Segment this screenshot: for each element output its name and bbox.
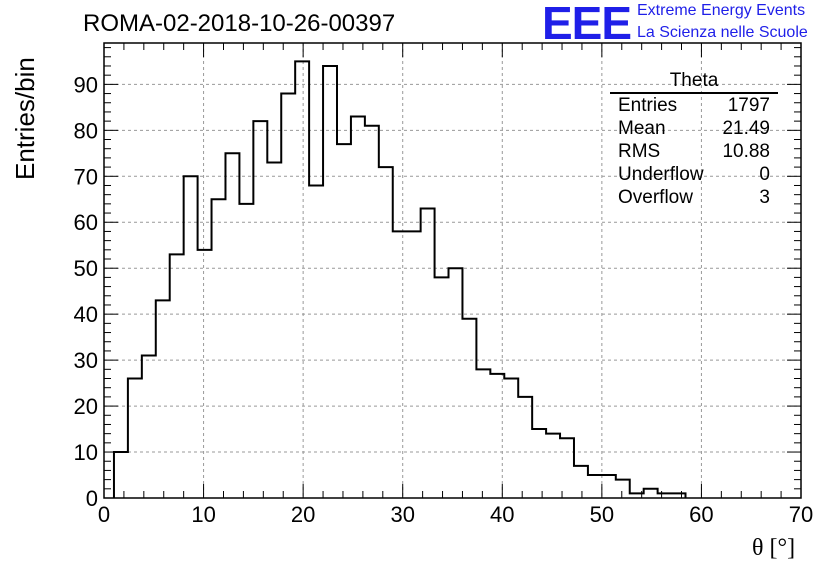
x-tick-label: 10	[191, 502, 215, 527]
y-tick-label: 0	[86, 486, 98, 511]
stats-row: Underflow 0	[610, 163, 778, 186]
x-tick-label: 40	[490, 502, 514, 527]
stats-value: 1797	[727, 95, 770, 116]
y-tick-label: 20	[74, 394, 98, 419]
plot-frame	[103, 42, 802, 499]
stats-value: 21.49	[722, 118, 770, 139]
x-axis-label: θ [°]	[752, 535, 796, 561]
x-tick-label: 30	[390, 502, 414, 527]
y-tick-label: 70	[74, 164, 98, 189]
stats-row: Overflow 3	[610, 186, 778, 209]
stats-row: Mean 21.49	[610, 117, 778, 140]
stats-row: Entries 1797	[610, 94, 778, 117]
y-tick-label: 90	[74, 72, 98, 97]
stats-label: Mean	[618, 118, 666, 139]
stats-label: Overflow	[618, 187, 693, 208]
y-tick-label: 80	[74, 118, 98, 143]
y-tick-label: 60	[74, 210, 98, 235]
stats-label: Entries	[618, 95, 678, 116]
stats-row: RMS 10.88	[610, 140, 778, 163]
y-tick-label: 50	[74, 256, 98, 281]
chart-title: ROMA-02-2018-10-26-00397	[83, 10, 396, 37]
histogram-series	[112, 60, 687, 498]
y-axis-label: Entries/bin	[10, 57, 40, 180]
y-tick-label: 10	[74, 440, 98, 465]
stats-box: Theta Entries 1797 Mean 21.49 RMS 10.88 Und…	[610, 70, 778, 209]
eee-logo: EEE	[542, 0, 632, 49]
y-tick-label: 40	[74, 302, 98, 327]
x-tick-label: 0	[98, 502, 110, 527]
logo-line-2: La Scienza nelle Scuole	[637, 24, 808, 41]
x-tick-label: 20	[291, 502, 315, 527]
stats-label: Underflow	[618, 164, 704, 185]
logo-line-1: Extreme Energy Events	[637, 2, 806, 19]
x-tick-label: 60	[689, 502, 713, 527]
y-tick-label: 30	[74, 348, 98, 373]
x-tick-label: 50	[590, 502, 614, 527]
stats-value: 3	[759, 187, 770, 208]
stats-value: 0	[759, 164, 770, 185]
stats-title: Theta	[610, 70, 778, 94]
stats-value: 10.88	[722, 141, 770, 162]
stats-label: RMS	[618, 141, 661, 162]
x-tick-label: 70	[789, 502, 813, 527]
